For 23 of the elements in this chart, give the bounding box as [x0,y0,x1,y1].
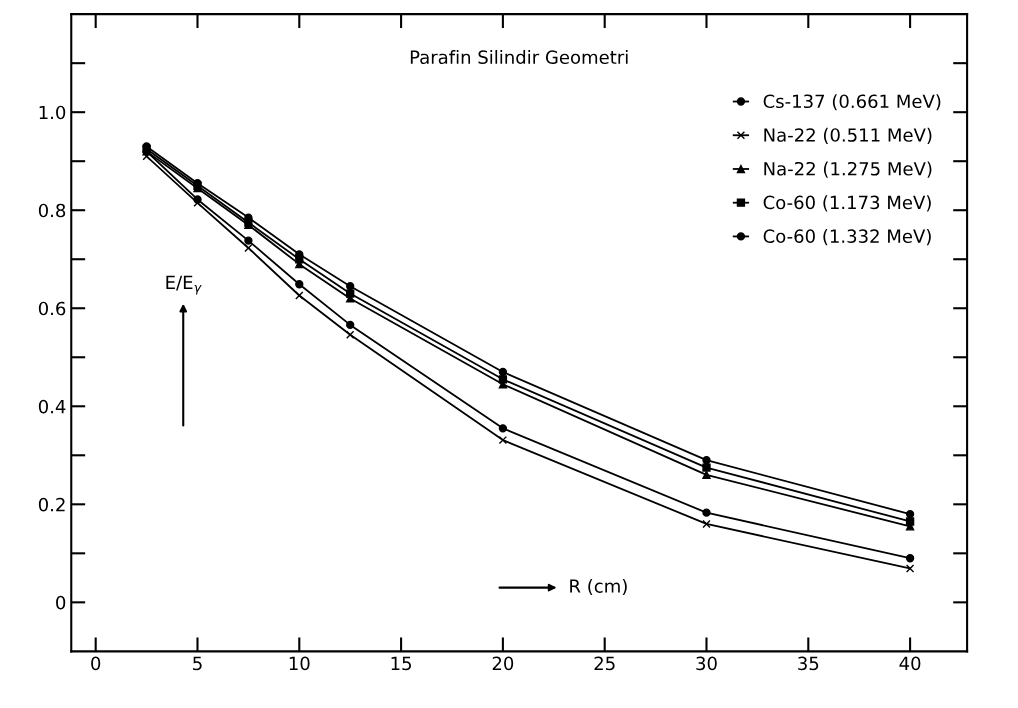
legend-label: Na-22 (0.511 MeV) [764,127,932,144]
x-tick-label: 20 [492,656,514,671]
x-tick-label: 25 [594,656,615,671]
x-tick-label: 0 [91,656,101,671]
text: Parafin Silindir Geometri [410,50,628,64]
y-tick-label: 0 [56,595,66,610]
y-axis-title: E/E$_{γ}$ [166,275,202,295]
legend-label: Na-22 (1.275 MeV) [764,161,932,178]
legend-label: Co-60 (1.332 MeV) [763,229,931,246]
x-tick-label: 10 [289,656,310,671]
x-tick-label: 35 [798,656,819,671]
y-tick-label: 0.8 [38,203,66,218]
x-tick-label: 5 [193,656,202,671]
x-tick-label: 15 [391,656,411,671]
y-tick-label: 0.2 [38,497,65,512]
legend-label: Cs-137 (0.661 MeV) [763,94,941,111]
x-axis-title: R (cm) [570,578,627,595]
y-tick-label: 1.0 [39,105,66,120]
legend-label: Co-60 (1.173 MeV) [763,195,931,212]
y-tick-label: 0.6 [38,301,66,316]
x-tick-label: 40 [899,656,921,671]
x-tick-label: 30 [696,656,717,671]
y-tick-label: 0.4 [38,399,66,414]
